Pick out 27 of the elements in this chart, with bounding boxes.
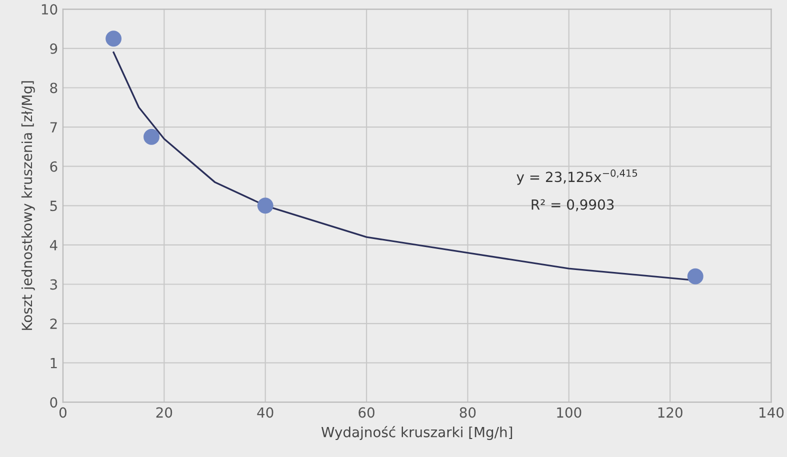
point xyxy=(257,198,274,214)
y-tick-label: 3 xyxy=(50,279,57,290)
y-tick-label: 7 xyxy=(50,122,57,132)
x-tick-label: 40 xyxy=(257,407,274,418)
x-tick-label: 140 xyxy=(760,407,784,418)
y-tick-label: 4 xyxy=(50,240,58,250)
x-axis-title: Wydajność kruszarki [Mg/h] xyxy=(321,426,512,440)
y-tick-label: 1 xyxy=(50,358,57,368)
y-tick-label: 9 xyxy=(50,43,58,54)
annotation: R² = 0,9903 xyxy=(532,199,614,212)
y-tick-label: 5 xyxy=(50,200,57,212)
point xyxy=(687,268,704,284)
x-tick-label: 100 xyxy=(557,407,582,418)
x-tick-label: 60 xyxy=(358,407,374,418)
x-tick-label: 20 xyxy=(156,407,172,418)
y-tick-label: 10 xyxy=(42,4,58,15)
y-tick-label: 8 xyxy=(50,82,58,94)
x-tick-label: 80 xyxy=(460,407,476,418)
y-tick-label: 2 xyxy=(50,318,57,329)
y-tick-label: 6 xyxy=(50,161,58,172)
y-tick-label: 0 xyxy=(50,397,58,408)
y-axis-title: Koszt jednostkowy kruszenia [zł/Mg] xyxy=(21,81,35,330)
point xyxy=(144,128,160,145)
x-tick-label: 0 xyxy=(59,407,66,418)
annotation: y = 23,125x$^{−0,415}$ xyxy=(516,169,638,185)
x-tick-label: 120 xyxy=(658,407,682,418)
point xyxy=(106,30,122,47)
